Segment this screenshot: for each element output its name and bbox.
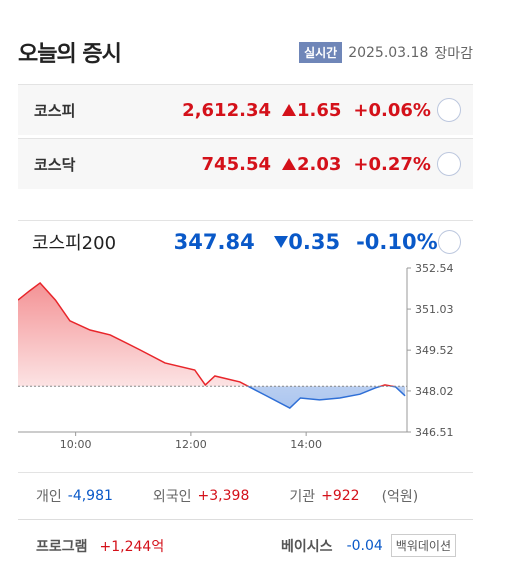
index-value: 2,612.34	[182, 99, 271, 121]
live-badge: 실시간	[299, 42, 343, 63]
value: +922	[321, 488, 360, 504]
program-row: 프로그램 +1,244억 베이시스 -0.04 백워데이션	[36, 534, 456, 557]
area-up	[18, 282, 406, 387]
label: 기관	[289, 489, 316, 505]
down-arrow	[273, 236, 288, 248]
index-name: 코스닥	[34, 155, 76, 174]
expand-button[interactable]	[437, 152, 461, 176]
y-tick-label: 352.54	[415, 262, 454, 275]
index-name: 코스피	[34, 101, 76, 120]
value: -0.04	[346, 537, 383, 554]
value: +1,244억	[99, 538, 165, 555]
index-value: 347.84	[173, 230, 255, 254]
header-info: 실시간 2025.03.18 장마감	[299, 42, 473, 63]
value: -4,981	[67, 488, 113, 504]
label: 프로그램	[36, 538, 88, 555]
label: 개인	[36, 489, 62, 505]
index-rate: +0.06%	[353, 99, 431, 121]
up-arrow	[282, 104, 296, 116]
status: 장마감	[434, 45, 473, 62]
y-tick-label: 349.52	[415, 344, 454, 357]
y-tick-label: 348.02	[415, 385, 454, 398]
unit: (억원)	[381, 489, 419, 505]
x-tick-label: 12:00	[175, 438, 207, 451]
selected-row[interactable]: 코스피200 347.84 0.35 -0.10%	[18, 220, 473, 257]
index-change: 0.35	[288, 230, 341, 254]
index-change: 2.03	[297, 153, 342, 175]
value: +3,398	[197, 488, 250, 504]
label: 베이시스	[281, 538, 333, 555]
x-tick-label: 10:00	[60, 438, 92, 451]
index-rate: +0.27%	[353, 153, 431, 175]
index-row[interactable]: 코스닥 745.54 2.03 +0.27%	[18, 138, 473, 189]
title: 오늘의 증시	[18, 42, 122, 67]
x-tick-label: 14:00	[290, 438, 322, 451]
index-row[interactable]: 코스피 2,612.34 1.65 +0.06%	[18, 84, 473, 135]
date: 2025.03.18	[348, 44, 429, 61]
basis-state[interactable]: 백워데이션	[390, 534, 456, 557]
expand-button[interactable]	[437, 98, 461, 122]
collapse-button[interactable]	[437, 230, 461, 254]
y-tick-label: 346.51	[415, 426, 454, 439]
investor-flow: 개인 -4,981 외국인 +3,398 기관 +922 (억원)	[18, 472, 473, 520]
label: 외국인	[152, 489, 192, 505]
chart: 346.51 348.02 349.52 351.03 352.54 10:00 12:00…	[18, 262, 454, 451]
y-tick-label: 351.03	[415, 303, 454, 316]
index-name: 코스피200	[32, 233, 117, 254]
index-change: 1.65	[297, 99, 342, 121]
line-down	[246, 386, 406, 409]
index-rate: -0.10%	[356, 230, 438, 254]
up-arrow	[282, 158, 296, 170]
line-up	[18, 281, 396, 387]
index-value: 745.54	[201, 153, 271, 175]
